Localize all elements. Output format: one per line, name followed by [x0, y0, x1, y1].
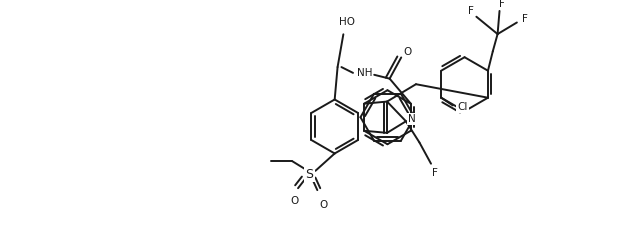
- Text: NH: NH: [357, 68, 373, 78]
- Text: Cl: Cl: [458, 102, 468, 112]
- Text: HO: HO: [339, 17, 355, 27]
- Text: N: N: [408, 114, 415, 124]
- Text: O: O: [319, 200, 327, 210]
- Text: F: F: [498, 0, 504, 9]
- Text: F: F: [521, 14, 528, 24]
- Text: O: O: [404, 47, 412, 57]
- Text: S: S: [305, 168, 314, 181]
- Text: O: O: [290, 196, 298, 206]
- Text: F: F: [432, 168, 438, 178]
- Text: F: F: [468, 6, 473, 16]
